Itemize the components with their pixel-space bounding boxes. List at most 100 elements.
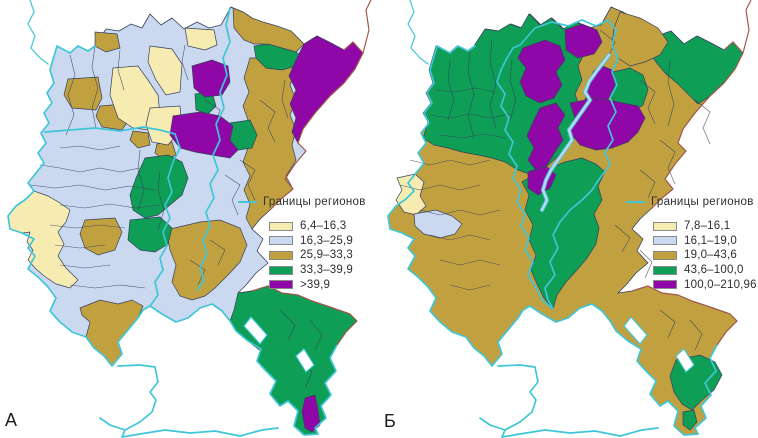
map-a	[7, 0, 372, 438]
district	[165, 219, 248, 301]
map-a-letter-label: А	[5, 410, 18, 430]
border-line	[429, 113, 511, 119]
border-line	[419, 209, 501, 216]
border-line	[614, 224, 653, 279]
class-swatch	[653, 280, 677, 290]
legend-row: 25,9–33,3	[269, 248, 366, 263]
district	[94, 31, 121, 53]
border-line	[91, 45, 99, 129]
class-swatch	[269, 265, 293, 275]
legend-row: 6,4–16,3	[269, 219, 366, 234]
border-line	[69, 284, 146, 289]
class-range-label: 33,3–39,9	[300, 264, 353, 277]
class-range-label: 100,0–210,96	[684, 278, 757, 291]
border-line	[399, 184, 481, 191]
legend-b-border-label: Границы регионов	[651, 196, 754, 208]
border-line	[599, 29, 616, 59]
class-swatch	[653, 265, 677, 275]
legend-map-a: Границы регионов 6,4–16,3 16,3–25,9 25,9…	[238, 196, 366, 292]
legend-a-border-row: Границы регионов	[238, 196, 366, 208]
border-line	[49, 224, 126, 229]
border-line	[639, 79, 656, 125]
legend-row: 7,8–16,1	[653, 219, 757, 234]
border-line	[489, 39, 497, 129]
legend-map-b: Границы регионов 7,8–16,1 16,1–19,0 19,0…	[626, 196, 757, 292]
border-line	[224, 174, 241, 216]
district	[229, 285, 358, 436]
class-range-label: 25,9–33,3	[300, 249, 353, 262]
district	[682, 409, 698, 431]
legend-a-border-label: Границы регионов	[263, 196, 366, 208]
class-swatch	[269, 250, 293, 260]
border-line	[117, 49, 125, 91]
region-border-open	[479, 364, 659, 438]
class-range-label: 43,6–100,0	[684, 264, 744, 277]
border-line	[39, 164, 141, 173]
map-b-purple-districts	[517, 23, 646, 196]
neighbor-border-line	[362, 0, 372, 54]
region-border-inner	[44, 126, 181, 307]
border-line	[137, 149, 145, 211]
border-line	[429, 234, 491, 241]
legend-row: >39,9	[269, 277, 366, 292]
district	[79, 299, 144, 367]
region-border-inner	[196, 7, 231, 291]
border-line	[181, 44, 189, 81]
class-swatch	[653, 236, 677, 246]
district	[526, 102, 566, 171]
class-range-label: 16,1–19,0	[684, 234, 737, 247]
region-border-line-swatch	[238, 201, 257, 203]
neighbor-border-line	[742, 0, 752, 54]
border-line	[639, 169, 656, 199]
class-swatch	[269, 280, 293, 290]
class-swatch	[269, 221, 293, 231]
map-b	[387, 0, 752, 438]
district	[127, 216, 173, 253]
border-line	[259, 99, 276, 143]
border-line	[65, 54, 76, 136]
border-line	[59, 264, 111, 269]
legend-b-border-row: Границы регионов	[626, 196, 757, 208]
border-line	[209, 239, 226, 266]
class-range-label: 6,4–16,3	[300, 220, 347, 233]
class-swatch	[653, 250, 677, 260]
map-b-region-borders	[387, 0, 718, 438]
legend-row: 16,1–19,0	[653, 234, 757, 249]
border-line	[659, 139, 676, 185]
river-line	[407, 0, 429, 65]
map-b-blue-districts	[413, 209, 463, 239]
class-swatch	[269, 236, 293, 246]
border-line	[694, 99, 711, 145]
class-range-label: 19,0–43,6	[684, 249, 737, 262]
district	[564, 23, 603, 59]
map-a-district-borders	[29, 44, 323, 389]
district	[413, 209, 463, 239]
border-line	[439, 259, 501, 266]
map-b-district-borders	[399, 29, 711, 351]
border-line	[189, 259, 206, 286]
border-line	[281, 79, 289, 119]
district	[184, 27, 218, 51]
district	[232, 7, 305, 53]
border-line	[449, 284, 491, 291]
district	[517, 39, 566, 104]
region-border-ring	[496, 19, 619, 310]
class-range-label: 7,8–16,1	[684, 220, 731, 233]
border-line	[59, 145, 121, 151]
district	[288, 35, 364, 144]
class-range-label: >39,9	[300, 278, 331, 291]
map-a-cream-districts	[7, 27, 218, 289]
class-range-label: 16,3–25,9	[300, 234, 353, 247]
border-line	[204, 99, 221, 126]
class-swatch	[653, 221, 677, 231]
legend-a-classes: 6,4–16,3 16,3–25,9 25,9–33,3 33,3–39,9 >…	[269, 219, 366, 292]
district	[147, 45, 183, 96]
district	[63, 76, 103, 111]
border-line	[434, 87, 496, 93]
river-line	[27, 0, 49, 65]
map-b-letter-label: Б	[384, 411, 396, 431]
border-line	[54, 244, 106, 249]
border-line	[467, 49, 475, 139]
